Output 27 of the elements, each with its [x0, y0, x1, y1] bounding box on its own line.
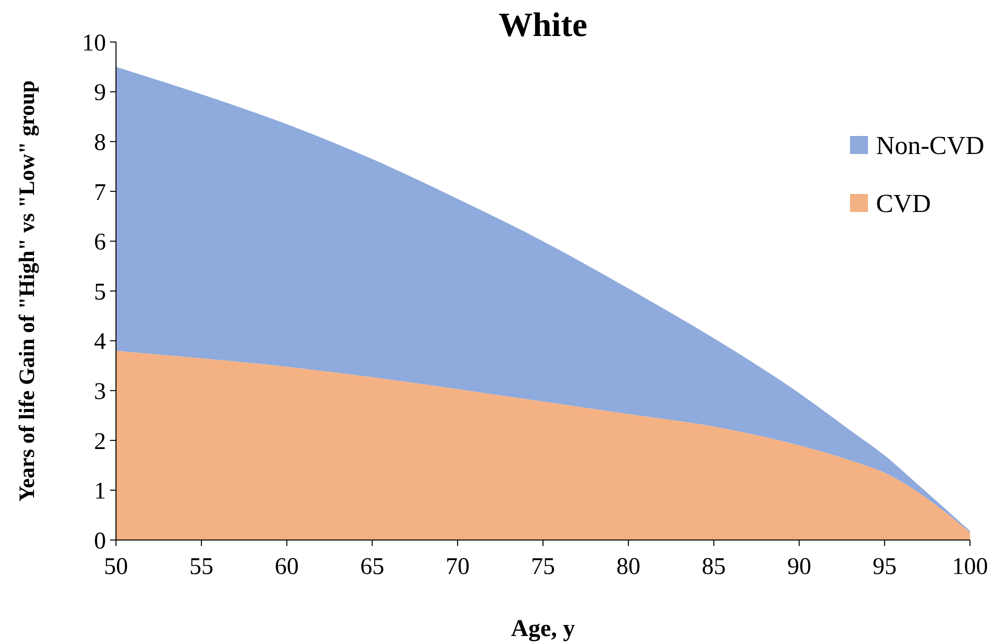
x-tick-label: 55 — [189, 554, 214, 580]
y-tick-label: 8 — [94, 130, 106, 156]
x-tick-label: 75 — [531, 554, 555, 580]
y-tick-label: 5 — [94, 279, 106, 306]
y-tick-label: 3 — [94, 379, 106, 405]
y-tick-label: 0 — [94, 528, 106, 554]
y-tick-label: 9 — [94, 80, 106, 106]
x-tick-label: 100 — [952, 554, 988, 580]
legend-label: Non-CVD — [876, 131, 984, 160]
chart-title: White — [498, 7, 588, 44]
y-tick-label: 6 — [94, 230, 106, 256]
x-tick-label: 50 — [104, 554, 128, 580]
y-axis-title: Years of life Gain of "High" vs "Low" group — [14, 80, 39, 502]
x-tick-label: 60 — [274, 554, 299, 580]
legend-label: CVD — [876, 189, 931, 218]
y-tick-label: 4 — [94, 329, 106, 356]
y-tick-label: 10 — [82, 30, 106, 56]
y-tick-label: 1 — [94, 478, 106, 505]
x-tick-label: 95 — [872, 554, 897, 580]
x-tick-label: 85 — [702, 554, 726, 580]
x-axis-title: Age, y — [511, 616, 575, 642]
x-tick-label: 90 — [787, 554, 812, 580]
y-tick-label: 7 — [94, 180, 106, 206]
x-tick-label: 65 — [360, 554, 384, 580]
y-tick-label: 2 — [94, 428, 106, 455]
x-tick-label: 80 — [616, 554, 640, 580]
x-tick-label: 70 — [446, 554, 470, 580]
